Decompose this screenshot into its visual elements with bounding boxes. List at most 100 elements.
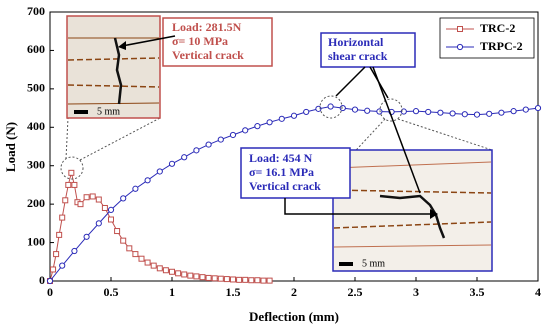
data-point <box>162 267 169 274</box>
data-point <box>46 277 54 285</box>
series-line <box>49 172 270 282</box>
data-point <box>236 276 243 283</box>
annotation: Load: 281.5N <box>172 20 242 34</box>
annotation: σ= 16.1 MPa <box>249 165 314 179</box>
data-point <box>473 111 481 118</box>
y-tick-label: 600 <box>27 42 45 56</box>
annotation: σ= 10 MPa <box>172 34 228 48</box>
data-point <box>290 112 298 119</box>
y-tick-label: 500 <box>27 81 45 95</box>
data-point <box>351 106 359 113</box>
data-point <box>437 109 444 116</box>
x-tick-label: 1.5 <box>226 285 241 299</box>
data-point <box>449 110 456 117</box>
data-point <box>412 108 420 115</box>
scale-label: 5 mm <box>362 258 385 269</box>
data-point <box>199 274 206 281</box>
data-point <box>187 272 194 279</box>
annotation: shear crack <box>328 49 388 63</box>
data-point <box>71 247 78 255</box>
annotation: Load: 454 N <box>249 151 313 165</box>
y-tick-label: 700 <box>27 4 45 18</box>
data-point <box>425 108 432 116</box>
plot: 0 100 200 300 400 500 600 700 0 0.5 1 1.5 2 2.5 3 3.5 4 T… <box>27 4 542 299</box>
data-point <box>193 273 200 280</box>
data-point <box>144 259 151 266</box>
annotation-1: Load: 281.5N σ= 10 MPa Vertical crack <box>118 17 273 67</box>
y-tick-label: 200 <box>27 196 45 210</box>
data-point <box>83 194 90 201</box>
legend-marker <box>456 43 464 51</box>
data-point <box>510 108 517 115</box>
data-point <box>242 276 249 283</box>
annotation: Vertical crack <box>172 48 244 62</box>
data-point <box>89 193 96 200</box>
data-point <box>101 204 108 211</box>
data-point <box>77 201 84 208</box>
data-point <box>132 185 139 192</box>
data-point <box>132 251 139 258</box>
data-point <box>376 108 383 115</box>
data-point <box>266 277 273 284</box>
data-point <box>223 276 230 283</box>
x-tick-label: 0.5 <box>104 285 119 299</box>
data-point <box>327 103 334 110</box>
legend-label: TRPC-2 <box>480 39 523 53</box>
data-point <box>278 115 285 122</box>
x-tick-label: 0 <box>47 285 53 299</box>
annotation-3: Horizontal shear crack <box>320 32 421 194</box>
data-point <box>114 228 121 235</box>
data-point <box>339 104 346 112</box>
data-point <box>95 220 102 227</box>
data-point <box>522 106 529 113</box>
legend-label: TRC-2 <box>480 21 515 35</box>
data-point <box>59 214 66 221</box>
data-point <box>120 195 127 202</box>
zoom-guides <box>60 95 493 180</box>
data-point <box>461 111 468 118</box>
data-point <box>95 196 102 203</box>
data-point <box>107 206 115 214</box>
data-point <box>53 251 60 258</box>
data-point <box>534 104 542 112</box>
annotation: Horizontal <box>328 35 384 49</box>
data-point <box>205 141 212 148</box>
data-point <box>144 177 151 184</box>
data-point <box>254 123 261 130</box>
y-tick-label: 300 <box>27 157 45 171</box>
data-point <box>65 181 72 188</box>
data-point <box>169 268 175 275</box>
legend-marker <box>457 26 463 32</box>
data-point <box>364 107 371 114</box>
data-point <box>59 262 66 269</box>
x-tick-label: 3.5 <box>470 285 485 299</box>
data-point <box>181 154 188 161</box>
data-point <box>156 168 163 175</box>
data-point <box>230 276 236 283</box>
data-point <box>205 274 212 281</box>
data-point <box>400 108 407 115</box>
data-point <box>120 237 127 244</box>
data-point <box>168 160 176 167</box>
y-tick-label: 100 <box>27 234 45 248</box>
scale-label: 5 mm <box>97 106 120 117</box>
data-point <box>56 231 63 238</box>
data-point <box>68 169 75 176</box>
data-point <box>181 271 188 278</box>
data-point <box>71 181 78 188</box>
y-tick-label: 0 <box>39 273 45 287</box>
data-point <box>217 275 224 282</box>
data-point <box>62 197 69 204</box>
data-point <box>108 216 114 223</box>
data-point <box>303 108 310 116</box>
data-point <box>242 127 249 134</box>
x-axis-label: Deflection (mm) <box>249 309 339 324</box>
data-point <box>193 147 200 154</box>
data-point <box>266 119 273 126</box>
legend-box <box>439 17 535 59</box>
data-point <box>260 277 267 284</box>
y-axis-label: Load (N) <box>3 122 18 172</box>
data-point <box>211 275 218 282</box>
data-point <box>126 245 133 252</box>
data-point <box>150 262 157 269</box>
